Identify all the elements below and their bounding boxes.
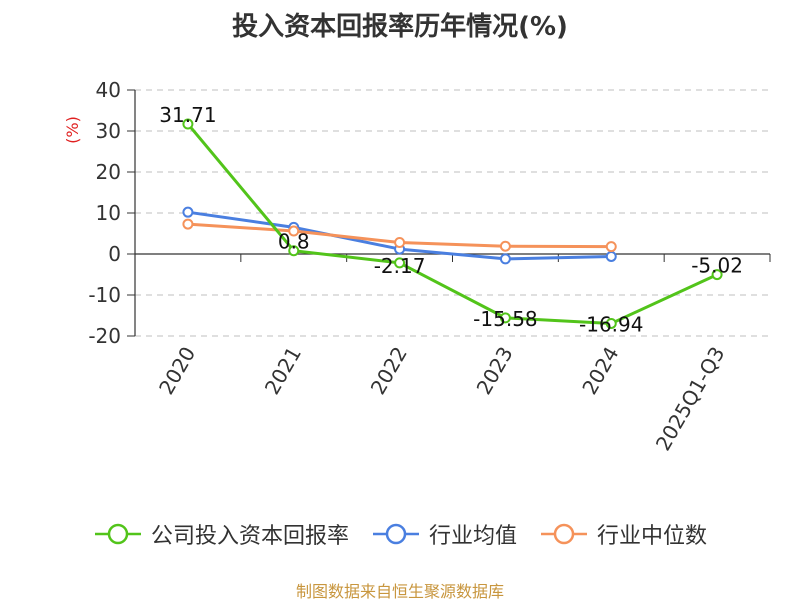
data-point: [288, 225, 300, 237]
y-axis-label: (%): [63, 116, 82, 144]
x-tick-label: 2020: [154, 343, 200, 399]
legend-label: 行业中位数: [597, 524, 708, 549]
data-label: -16.94: [579, 312, 643, 336]
data-point: [605, 250, 617, 262]
y-tick-label: 0: [108, 242, 121, 266]
data-point: [394, 237, 406, 249]
data-label: -2.17: [374, 254, 426, 278]
y-tick-label: 30: [96, 119, 121, 143]
data-point: [182, 218, 194, 230]
legend-label: 行业均值: [428, 524, 517, 549]
x-tick-label: 2021: [260, 343, 306, 399]
data-label: 31.71: [159, 103, 216, 127]
y-tick-label: 20: [96, 160, 121, 184]
chart-title: 投入资本回报率历年情况(%): [232, 12, 568, 42]
y-tick-label: -10: [88, 283, 121, 307]
data-point: [605, 317, 617, 329]
legend-marker-icon: [94, 523, 141, 545]
legend-label: 公司投入资本回报率: [150, 524, 349, 549]
series-lines: [182, 118, 723, 329]
legend-item[interactable]: 公司投入资本回报率: [93, 518, 349, 550]
data-point: [499, 240, 511, 252]
data-point: [605, 241, 617, 253]
data-label: -15.58: [473, 307, 537, 331]
source-note: 制图数据来自恒生聚源数据库: [295, 582, 504, 601]
data-label: -5.02: [691, 254, 743, 278]
grid-lines: [135, 89, 770, 337]
data-label: 0.8: [278, 230, 310, 254]
data-point: [288, 245, 300, 257]
data-point: [182, 118, 194, 130]
data-labels: 31.71 0.8 -2.17 -15.58 -16.94 -5.02: [159, 103, 743, 336]
legend-marker-icon: [372, 523, 419, 545]
legend-item[interactable]: 行业均值: [371, 518, 517, 550]
x-tick-label: 2023: [472, 343, 518, 399]
series-line: [186, 123, 718, 325]
y-tick-label: -20: [88, 324, 121, 348]
x-tick-label: 2024: [577, 343, 623, 399]
x-tick-label: 2022: [366, 343, 412, 399]
data-point: [182, 206, 194, 218]
legend-item[interactable]: 行业中位数: [539, 518, 707, 550]
y-tick-label: 10: [96, 201, 121, 225]
y-tick-label: 40: [96, 78, 121, 102]
data-point: [711, 269, 723, 281]
x-tick-label: 2025Q1-Q3: [651, 343, 730, 455]
data-point: [499, 312, 511, 324]
data-point: [394, 257, 406, 269]
data-point: [499, 253, 511, 265]
legend-marker-icon: [541, 523, 587, 545]
legend: 公司投入资本回报率 行业均值 行业中位数: [0, 518, 800, 550]
